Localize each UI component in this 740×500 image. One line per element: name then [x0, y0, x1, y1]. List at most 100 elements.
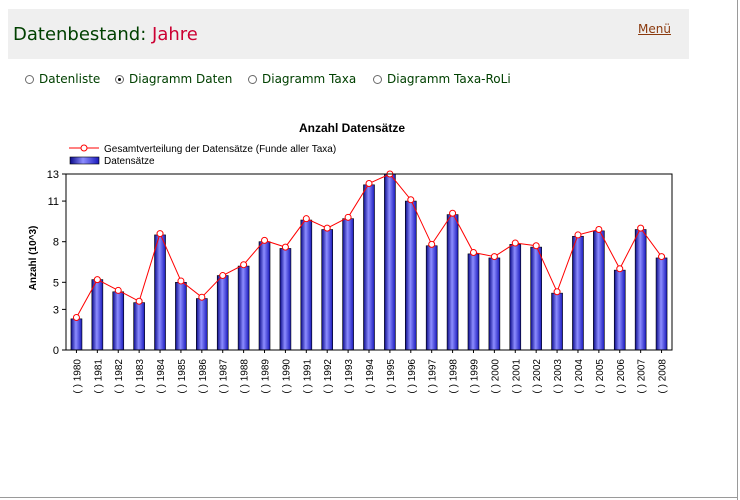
radio-diagramm-taxa-roli-circle[interactable] — [373, 74, 382, 84]
chart-legend: Gesamtverteilung der Datensätze (Funde a… — [69, 144, 336, 167]
line-point — [553, 288, 561, 296]
y-axis-label: Anzahl (10^3) — [28, 226, 39, 291]
radio-diagramm-taxa-roli-label: Diagramm Taxa-RoLi — [387, 72, 511, 86]
y-axis-ticks: 0 3 5 8 11 13 — [47, 169, 66, 357]
radio-diagramm-taxa-roli[interactable]: Diagramm Taxa-RoLi — [373, 72, 511, 86]
bar — [634, 229, 647, 351]
bar — [70, 318, 83, 351]
radio-diagramm-taxa-circle[interactable] — [248, 74, 257, 84]
bar — [237, 265, 250, 351]
bar — [551, 292, 563, 351]
line-point — [198, 293, 206, 301]
line-point — [428, 240, 436, 248]
bar — [216, 275, 229, 351]
line-point — [177, 277, 185, 285]
bar — [279, 248, 292, 351]
window-right-edge — [737, 0, 738, 500]
x-tick-label: ( ) 1981 — [93, 359, 104, 394]
bar — [572, 235, 584, 351]
menu-link[interactable]: Menü — [638, 22, 671, 36]
line-point — [449, 209, 457, 217]
x-axis-ticks: ( ) 1980 ( ) 1981 ( ) 1982 ( ) 1983 ( ) 1984… — [72, 350, 669, 394]
bar — [530, 246, 542, 351]
window-bottom-edge — [0, 497, 738, 498]
line-point — [658, 253, 666, 261]
bar — [196, 298, 208, 351]
bar — [154, 234, 166, 351]
x-tick-label: ( ) 2002 — [532, 359, 543, 394]
legend-line-label: Gesamtverteilung der Datensätze (Funde a… — [104, 144, 336, 155]
page-title-prefix: Datenbestand: — [13, 24, 147, 45]
x-tick-label: ( ) 2006 — [616, 359, 627, 394]
bar — [112, 291, 125, 351]
radio-datenliste-label: Datenliste — [39, 72, 101, 86]
x-tick-label: ( ) 1996 — [407, 359, 418, 394]
bar — [655, 257, 668, 351]
bar — [467, 253, 480, 351]
line-point — [261, 236, 269, 244]
x-tick-label: ( ) 1991 — [302, 359, 313, 394]
line-point — [72, 314, 80, 322]
radio-datenliste-circle[interactable] — [25, 74, 34, 84]
page-title-accent: Jahre — [152, 24, 198, 45]
line-point — [323, 224, 331, 232]
bar — [91, 279, 104, 351]
x-tick-label: ( ) 2005 — [595, 359, 606, 394]
line-point — [93, 276, 101, 284]
legend-marker-swatch — [80, 144, 88, 152]
page-header: Datenbestand: Jahre Menü — [8, 9, 689, 59]
line-series — [72, 170, 666, 322]
x-tick-label: ( ) 2001 — [511, 359, 522, 394]
bar — [363, 184, 375, 351]
y-tick-label: 8 — [53, 237, 59, 249]
line-point — [407, 196, 415, 204]
x-tick-label: ( ) 1994 — [365, 359, 376, 394]
radio-diagramm-daten[interactable]: Diagramm Daten — [115, 72, 232, 86]
line-point — [344, 213, 352, 221]
bar — [509, 244, 522, 351]
bar — [593, 230, 605, 351]
bar — [342, 218, 354, 351]
line-point — [281, 243, 289, 251]
line-point — [574, 231, 582, 239]
x-tick-label: ( ) 1986 — [198, 359, 209, 394]
bar-series — [70, 173, 668, 351]
bar — [258, 241, 271, 351]
x-tick-label: ( ) 2003 — [553, 359, 564, 394]
x-tick-label: ( ) 1987 — [219, 359, 230, 394]
bar — [321, 229, 334, 351]
x-tick-label: ( ) 2000 — [490, 359, 501, 394]
x-tick-label: ( ) 1993 — [344, 359, 355, 394]
plot-frame — [65, 173, 673, 351]
line-point — [616, 265, 624, 273]
x-tick-label: ( ) 1995 — [386, 359, 397, 394]
bar — [488, 257, 501, 351]
x-tick-label: ( ) 1989 — [261, 359, 272, 394]
radio-datenliste[interactable]: Datenliste — [25, 72, 100, 86]
bar — [404, 200, 417, 351]
line-point — [114, 286, 122, 294]
x-tick-label: ( ) 1999 — [469, 359, 480, 394]
bar — [446, 214, 459, 351]
view-options: Datenliste Diagramm Daten Diagramm Taxa … — [0, 72, 740, 88]
legend-bar-swatch — [69, 156, 100, 165]
line-point — [240, 261, 248, 269]
line-point — [595, 226, 603, 234]
line-point — [490, 253, 498, 261]
line-point — [302, 215, 310, 223]
bar — [613, 269, 626, 351]
line-point — [219, 272, 227, 280]
bar — [133, 302, 145, 351]
line-point — [511, 239, 519, 247]
x-tick-label: ( ) 1982 — [114, 359, 125, 394]
x-tick-label: ( ) 2004 — [574, 359, 585, 394]
x-tick-label: ( ) 2007 — [637, 359, 648, 394]
line-point — [365, 179, 373, 187]
radio-diagramm-taxa[interactable]: Diagramm Taxa — [248, 72, 356, 86]
y-tick-label: 3 — [53, 304, 59, 316]
x-tick-label: ( ) 1985 — [177, 359, 188, 394]
bar — [300, 219, 313, 351]
y-tick-label: 13 — [47, 169, 59, 181]
radio-diagramm-daten-circle[interactable] — [115, 74, 124, 84]
x-tick-label: ( ) 1984 — [156, 359, 167, 394]
